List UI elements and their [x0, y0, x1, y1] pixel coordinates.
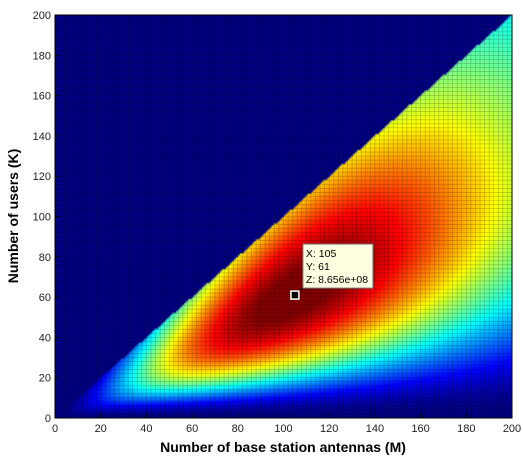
y-tick-label: 160 — [33, 91, 51, 103]
x-axis-label: Number of base station antennas (M) — [160, 439, 406, 455]
datatip-marker[interactable] — [290, 290, 300, 300]
x-tick-label: 0 — [52, 423, 58, 435]
y-tick-label: 80 — [39, 252, 51, 264]
plot-area — [55, 15, 512, 418]
datatip-x: X: 105 — [306, 248, 337, 260]
datatip[interactable]: X: 105 Y: 61 Z: 8.656e+08 — [290, 243, 374, 300]
x-tick-label: 40 — [140, 423, 152, 435]
x-tick-label: 160 — [411, 423, 429, 435]
y-axis: 0 20 40 60 80 100 120 140 160 180 200 — [33, 10, 59, 425]
x-tick-label: 200 — [503, 423, 521, 435]
x-tick-label: 120 — [320, 423, 338, 435]
y-axis-label: Number of users (K) — [5, 149, 21, 284]
x-tick-label: 80 — [232, 423, 244, 435]
datatip-box — [302, 243, 374, 289]
y-tick-label: 100 — [33, 212, 51, 224]
x-tick-label: 100 — [274, 423, 292, 435]
y-tick-label: 20 — [39, 373, 51, 385]
x-tick-label: 180 — [457, 423, 475, 435]
y-tick-label: 40 — [39, 332, 51, 344]
x-tick-label: 60 — [186, 423, 198, 435]
y-tick-label: 200 — [33, 10, 51, 22]
mesh-grid — [55, 15, 512, 418]
x-tick-label: 140 — [366, 423, 384, 435]
mesh-lines — [55, 15, 512, 418]
y-tick-label: 120 — [33, 171, 51, 183]
y-tick-label: 180 — [33, 50, 51, 62]
heatmap-surface — [55, 15, 512, 418]
y-tick-label: 60 — [39, 292, 51, 304]
datatip-y: Y: 61 — [306, 261, 330, 273]
y-tick-label: 140 — [33, 131, 51, 143]
x-axis: 0 20 40 60 80 100 120 140 160 180 200 — [52, 414, 521, 435]
datatip-z: Z: 8.656e+08 — [306, 274, 368, 286]
x-tick-label: 20 — [95, 423, 107, 435]
y-tick-label: 0 — [45, 413, 51, 425]
